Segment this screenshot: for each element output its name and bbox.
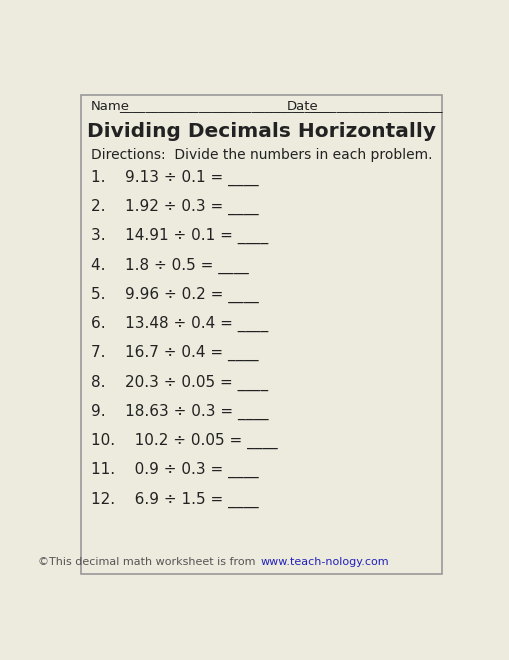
Text: 5.    9.96 ÷ 0.2 = ____: 5. 9.96 ÷ 0.2 = ____ bbox=[91, 286, 258, 303]
Text: ________________________________: ________________________________ bbox=[119, 100, 331, 113]
Text: Directions:  Divide the numbers in each problem.: Directions: Divide the numbers in each p… bbox=[91, 148, 432, 162]
Text: 9.    18.63 ÷ 0.3 = ____: 9. 18.63 ÷ 0.3 = ____ bbox=[91, 404, 268, 420]
Text: 1.    9.13 ÷ 0.1 = ____: 1. 9.13 ÷ 0.1 = ____ bbox=[91, 170, 258, 186]
Text: Date: Date bbox=[287, 100, 318, 113]
Text: 10.    10.2 ÷ 0.05 = ____: 10. 10.2 ÷ 0.05 = ____ bbox=[91, 433, 277, 449]
Text: 4.    1.8 ÷ 0.5 = ____: 4. 1.8 ÷ 0.5 = ____ bbox=[91, 257, 248, 274]
Text: Dividing Decimals Horizontally: Dividing Decimals Horizontally bbox=[87, 122, 435, 141]
Text: 3.    14.91 ÷ 0.1 = ____: 3. 14.91 ÷ 0.1 = ____ bbox=[91, 228, 268, 244]
Text: 11.    0.9 ÷ 0.3 = ____: 11. 0.9 ÷ 0.3 = ____ bbox=[91, 462, 258, 478]
Text: 7.    16.7 ÷ 0.4 = ____: 7. 16.7 ÷ 0.4 = ____ bbox=[91, 345, 258, 362]
Text: Name: Name bbox=[91, 100, 130, 113]
Text: 6.    13.48 ÷ 0.4 = ____: 6. 13.48 ÷ 0.4 = ____ bbox=[91, 316, 268, 332]
Text: 8.    20.3 ÷ 0.05 = ____: 8. 20.3 ÷ 0.05 = ____ bbox=[91, 374, 267, 391]
Text: ____________________: ____________________ bbox=[309, 100, 442, 113]
Text: 12.    6.9 ÷ 1.5 = ____: 12. 6.9 ÷ 1.5 = ____ bbox=[91, 492, 258, 508]
Text: 2.    1.92 ÷ 0.3 = ____: 2. 1.92 ÷ 0.3 = ____ bbox=[91, 199, 258, 215]
Text: www.teach-nology.com: www.teach-nology.com bbox=[260, 557, 388, 567]
Text: ©This decimal math worksheet is from: ©This decimal math worksheet is from bbox=[38, 557, 259, 567]
